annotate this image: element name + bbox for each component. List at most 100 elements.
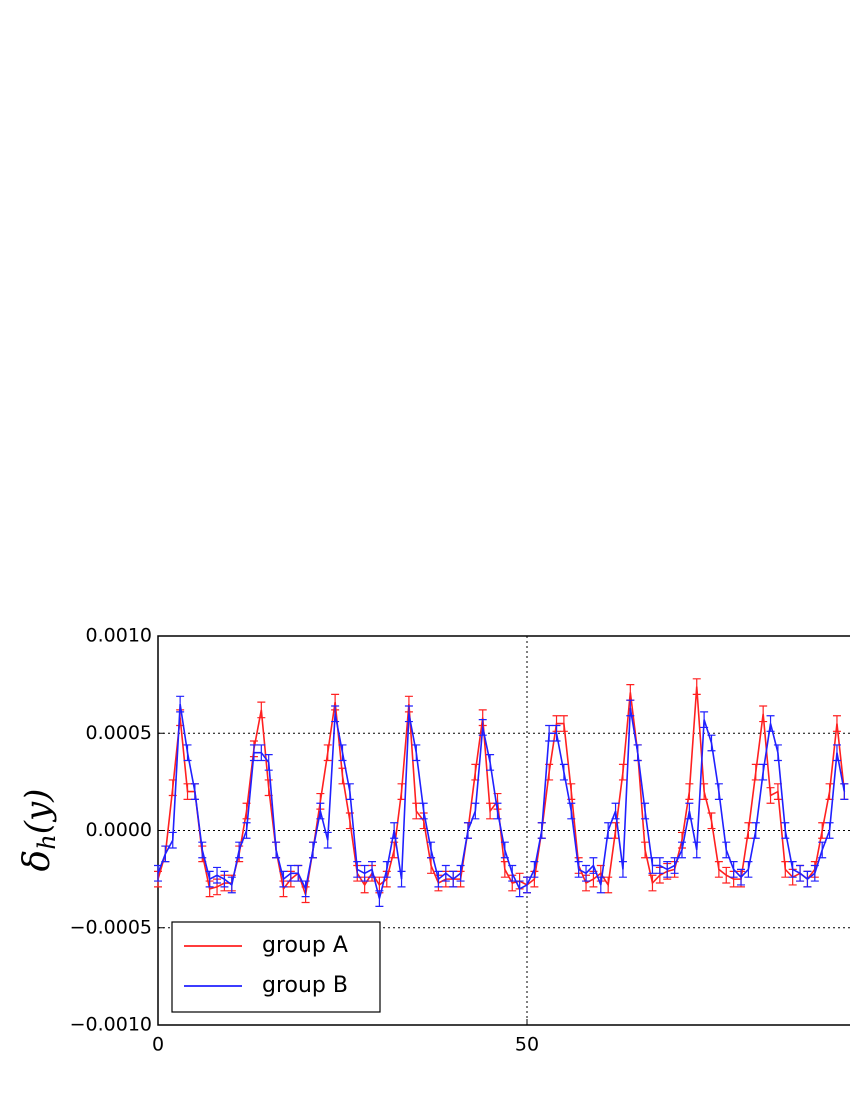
- error-bar: [692, 841, 701, 859]
- error-bar: [818, 841, 827, 859]
- error-bar: [759, 705, 768, 723]
- error-bar: [272, 841, 281, 859]
- error-bar: [412, 744, 421, 762]
- error-bar: [567, 802, 576, 820]
- error-bar: [264, 754, 273, 771]
- error-bar: [633, 744, 642, 762]
- error-bar: [714, 783, 723, 800]
- error-bar: [663, 861, 672, 878]
- error-bar: [700, 783, 709, 800]
- error-bar: [397, 870, 406, 888]
- error-bar: [781, 822, 790, 839]
- error-bar: [434, 870, 443, 888]
- plot-area: [154, 635, 850, 1026]
- error-bar: [545, 724, 554, 742]
- error-bar: [493, 802, 502, 820]
- error-bar: [737, 868, 746, 886]
- error-bar: [500, 861, 509, 878]
- error-bar: [604, 876, 613, 894]
- error-bar: [286, 864, 295, 882]
- error-bar: [338, 744, 347, 762]
- error-bar: [449, 870, 458, 888]
- error-bar: [205, 870, 214, 888]
- error-bar: [825, 822, 834, 839]
- error-bar: [375, 890, 384, 907]
- error-bar: [648, 874, 657, 892]
- error-bar: [235, 841, 244, 859]
- error-bar: [582, 864, 591, 882]
- error-bar: [500, 841, 509, 859]
- error-bar: [397, 783, 406, 800]
- error-bar: [404, 705, 413, 723]
- y-tick-label: 0.0000: [86, 819, 152, 841]
- y-label-symbol: δ: [17, 850, 58, 872]
- error-bar: [242, 822, 251, 839]
- error-bar: [655, 857, 664, 874]
- error-bar: [751, 763, 760, 781]
- error-bar: [227, 876, 236, 894]
- error-bar: [308, 841, 317, 859]
- error-bar: [722, 866, 731, 884]
- error-bar: [788, 861, 797, 878]
- error-bar: [611, 802, 620, 820]
- y-label-argument: (y): [18, 789, 58, 835]
- error-bar: [714, 861, 723, 878]
- error-bar: [626, 684, 635, 701]
- error-bar: [441, 864, 450, 882]
- error-bar: [677, 841, 686, 859]
- error-bar: [198, 841, 207, 859]
- error-bar: [323, 744, 332, 762]
- legend-box: [171, 921, 381, 1013]
- error-bar: [530, 861, 539, 878]
- error-bar: [154, 864, 162, 882]
- error-bar: [648, 857, 657, 874]
- error-bar: [692, 678, 701, 695]
- error-bar: [796, 864, 805, 882]
- error-bar: [604, 822, 613, 839]
- error-bar: [478, 719, 487, 736]
- error-bar: [626, 699, 635, 717]
- error-bar: [773, 744, 782, 762]
- x-tick-label: 50: [515, 1034, 539, 1056]
- error-bar: [803, 870, 812, 888]
- error-bar: [183, 783, 192, 800]
- error-bar: [707, 734, 716, 752]
- error-bar: [368, 861, 377, 878]
- error-bar: [832, 715, 841, 732]
- error-bar: [279, 870, 288, 888]
- error-bar: [213, 866, 222, 884]
- legend-label: group A: [262, 933, 348, 958]
- error-bar: [781, 861, 790, 878]
- error-bar: [257, 744, 266, 762]
- legend-label: group B: [262, 973, 348, 998]
- y-tick-label: −0.0005: [70, 916, 152, 938]
- error-bar: [559, 763, 568, 781]
- error-bar: [766, 787, 775, 804]
- error-bar: [316, 802, 325, 820]
- error-bar: [559, 715, 568, 732]
- error-bar: [729, 861, 738, 878]
- error-bar: [176, 695, 185, 713]
- error-bar: [641, 841, 650, 859]
- error-bar: [168, 831, 177, 849]
- error-bar: [419, 802, 428, 820]
- error-bar: [331, 705, 340, 723]
- y-tick-label: −0.0010: [70, 1014, 152, 1036]
- error-bar: [360, 864, 369, 882]
- y-axis-label: δh(y): [17, 789, 61, 872]
- error-bar: [759, 763, 768, 781]
- error-bar: [840, 783, 849, 800]
- y-tick-label: 0.0010: [86, 625, 152, 647]
- error-bar: [486, 802, 495, 820]
- error-bar: [390, 822, 399, 839]
- error-bar: [744, 861, 753, 878]
- error-bar: [190, 783, 199, 800]
- plot-frame: [157, 635, 850, 1026]
- error-bar: [596, 876, 605, 894]
- error-bar: [257, 701, 266, 719]
- error-bar: [722, 841, 731, 859]
- error-bar: [818, 822, 827, 839]
- error-bar: [685, 783, 694, 800]
